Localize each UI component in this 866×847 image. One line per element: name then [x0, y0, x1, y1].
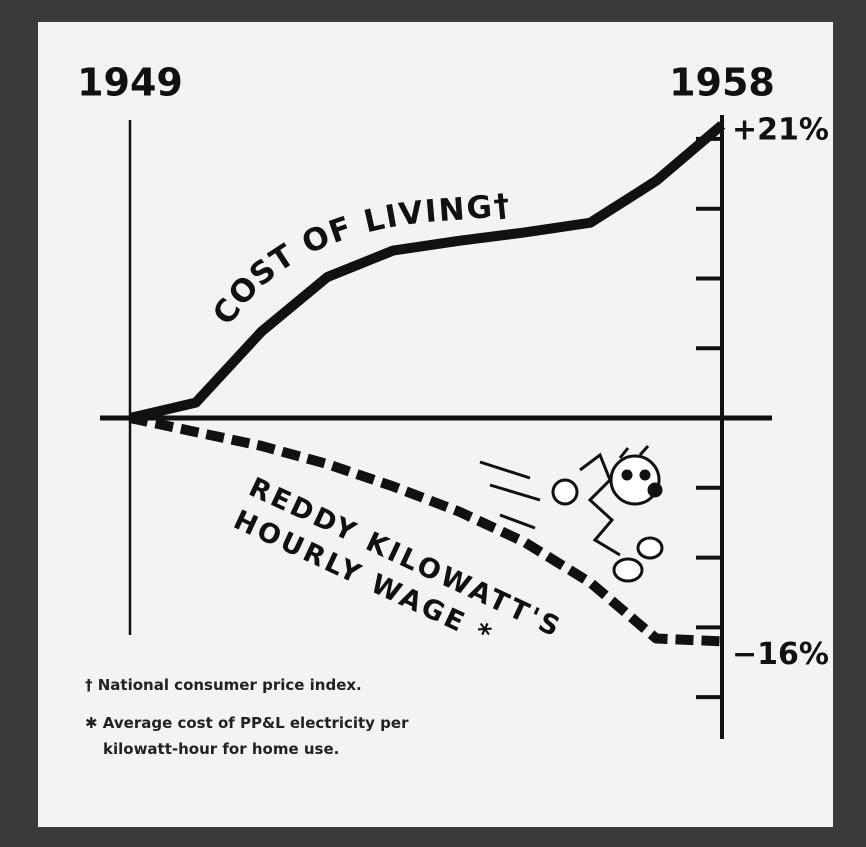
- value-label: −16%: [732, 637, 829, 672]
- value-label: +21%: [732, 112, 829, 147]
- x-tick-label: 1958: [669, 61, 775, 105]
- page: 19491958+21%−16%COST OF LIVING† REDDY KI…: [0, 0, 866, 847]
- x-tick-label: 1949: [77, 61, 183, 105]
- footnote: † National consumer price index.: [85, 672, 362, 698]
- footnote: ✱ Average cost of PP&L electricity per k…: [85, 710, 433, 762]
